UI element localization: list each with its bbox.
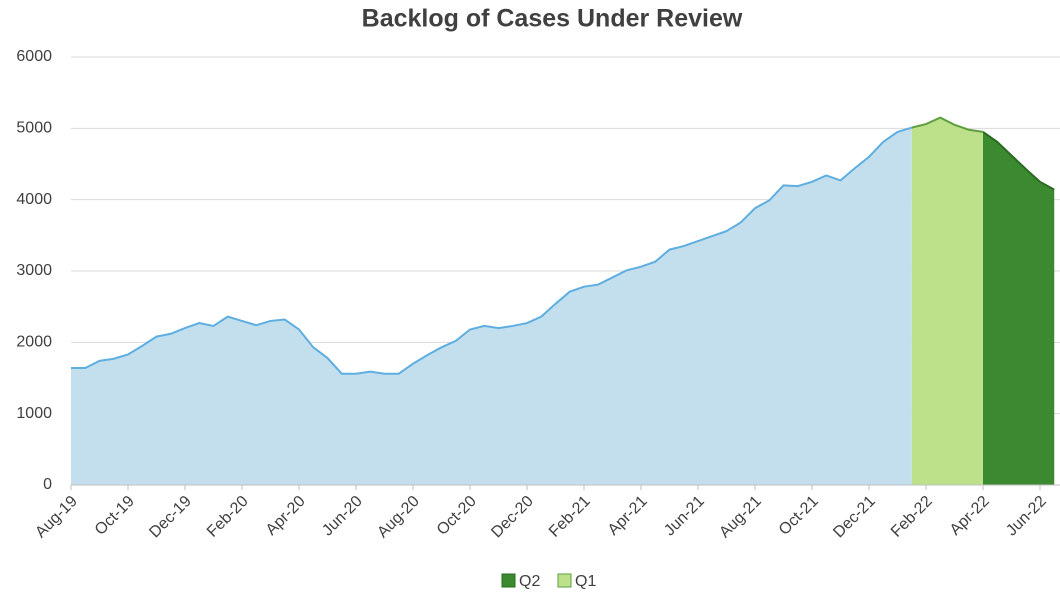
- y-tick-label: 5000: [16, 120, 52, 137]
- x-tick-label: Oct-20: [434, 493, 480, 539]
- x-tick-label: Feb-22: [888, 493, 936, 541]
- y-tick-label: 3000: [16, 262, 52, 279]
- y-tick-label: 4000: [16, 191, 52, 208]
- line: [982, 131, 1055, 191]
- x-tick-label: Aug-21: [716, 493, 765, 542]
- legend-swatch: [557, 573, 572, 588]
- x-tick-label: Oct-19: [92, 493, 138, 539]
- x-tick-label: Dec-21: [830, 493, 879, 542]
- x-tick-label: Apr-21: [605, 493, 651, 539]
- x-tick-label: Aug-20: [374, 493, 423, 542]
- x-tick-label: Jun-22: [1003, 493, 1050, 540]
- x-tick-label: Jun-20: [319, 493, 366, 540]
- y-tick-label: 6000: [16, 48, 52, 65]
- x-tick-label: Feb-21: [546, 493, 594, 541]
- line: [911, 116, 984, 133]
- legend-label: Q2: [519, 573, 540, 590]
- x-tick-label: Aug-19: [32, 493, 81, 542]
- legend-swatch: [501, 573, 516, 588]
- x-tick-label: Apr-20: [263, 493, 309, 539]
- area: [911, 117, 983, 485]
- area: [71, 127, 912, 486]
- x-tick-label: Oct-21: [776, 493, 822, 539]
- x-tick-label: Jun-21: [661, 493, 708, 540]
- x-tick-label: Dec-19: [146, 493, 195, 542]
- x-tick-label: Dec-20: [488, 493, 537, 542]
- y-tick-label: 1000: [16, 405, 52, 422]
- area: [983, 131, 1055, 485]
- y-tick-label: 2000: [16, 334, 52, 351]
- legend-label: Q1: [575, 573, 596, 590]
- x-tick-label: Feb-20: [204, 493, 252, 541]
- chart-title: Backlog of Cases Under Review: [362, 5, 743, 33]
- line: [71, 126, 913, 375]
- y-tick-label: 0: [43, 476, 52, 493]
- x-tick-label: Apr-22: [947, 493, 993, 539]
